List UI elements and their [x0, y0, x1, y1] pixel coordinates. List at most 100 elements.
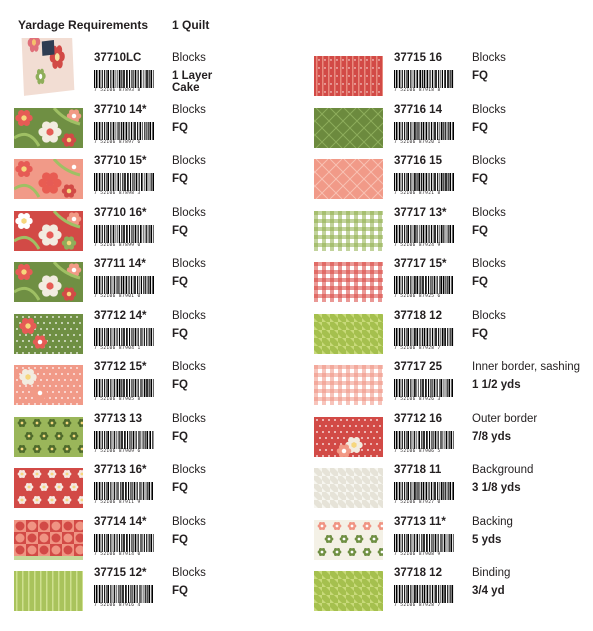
fabric-usage: Blocks	[172, 103, 206, 116]
barcode-number: 7 52106 87916 4	[94, 603, 141, 608]
fabric-swatch-image	[14, 262, 83, 302]
fabric-amount: FQ	[172, 327, 188, 340]
fabric-code: 37716 14	[394, 103, 442, 116]
barcode-number: 7 52106 87920 1	[394, 139, 441, 145]
barcode-number: 7 52106 87921 8	[394, 191, 441, 196]
fabric-row: 37716 14 7 52106 87920 1 Blocks FQ	[314, 104, 584, 150]
fabric-amount: 1 Layer Cake	[172, 70, 213, 94]
fabric-usage: Blocks	[172, 309, 206, 322]
fabric-row: 37713 16* 7 52106 87911 9 Blocks FQ	[14, 464, 284, 510]
fabric-amount: FQ	[472, 327, 488, 340]
quilt-quantity: 1 Quilt	[172, 18, 210, 32]
fabric-row: 37714 14* 7 52106 87914 0 Blocks FQ	[14, 516, 284, 562]
fabric-swatch-image	[314, 56, 383, 96]
fabric-amount: 3/4 yd	[472, 585, 505, 597]
fabric-code: 37710 14*	[94, 103, 147, 116]
fabric-code: 37718 12	[394, 309, 442, 322]
fabric-code: 37717 15*	[394, 258, 447, 270]
barcode-image	[94, 327, 154, 346]
barcode-number: 7 52106 87898 3	[94, 191, 141, 196]
fabric-code: 37714 14*	[94, 515, 147, 528]
fabric-row: 37718 12 7 52106 87928 7 Blocks FQ	[314, 310, 584, 356]
barcode-image	[394, 533, 454, 552]
fabric-amount: FQ	[172, 430, 188, 443]
fabric-amount: 5 yds	[472, 533, 502, 546]
fabric-usage: Blocks	[472, 103, 506, 116]
fabric-row: 37718 11 7 52106 87927 0 Background 3 1/8 y…	[314, 464, 584, 510]
fabric-code: 37711 14*	[94, 258, 146, 270]
barcode-number: 7 52106 87924 9	[394, 242, 441, 248]
barcode-number: 7 52106 87914 0	[94, 551, 141, 557]
barcode-number: 7 52106 87897 6	[94, 139, 141, 145]
fabric-usage: Blocks	[172, 258, 206, 270]
barcode-number: 7 52106 87906 5	[394, 448, 441, 454]
fabric-swatch-image	[314, 107, 383, 148]
fabric-code: 37712 15*	[94, 361, 147, 373]
barcode-image	[394, 173, 454, 191]
fabric-usage: Blocks	[472, 258, 506, 270]
fabric-row: 37710 15* 7 52106 87898 3 Blocks FQ	[14, 155, 284, 201]
fabric-code: 37712 14*	[94, 309, 147, 322]
fabric-swatch-image	[314, 210, 383, 251]
fabric-amount: FQ	[472, 70, 488, 82]
barcode-image	[394, 276, 454, 294]
fabric-usage: Blocks	[172, 515, 206, 528]
fabric-code: 37710LC	[94, 52, 142, 64]
page-title: Yardage Requirements	[18, 18, 149, 32]
fabric-amount: FQ	[472, 276, 488, 288]
fabric-usage: Background	[472, 464, 534, 476]
barcode-image	[394, 327, 454, 346]
fabric-swatch-image	[14, 210, 83, 251]
fabric-amount: FQ	[172, 533, 188, 546]
fabric-usage: Outer border	[472, 412, 538, 425]
fabric-code: 37716 15	[394, 155, 442, 167]
fabric-amount: FQ	[472, 173, 488, 185]
barcode-image	[94, 533, 154, 552]
fabric-swatch-image	[14, 571, 83, 611]
fabric-amount: FQ	[472, 121, 488, 134]
barcode-number: 7 52106 87911 9	[94, 500, 141, 505]
fabric-amount: FQ	[472, 224, 488, 237]
barcode-number: 7 52106 87899 0	[94, 242, 141, 248]
fabric-code: 37717 13*	[394, 206, 447, 219]
barcode-number: 7 52106 87927 0	[394, 500, 441, 505]
barcode-number: 7 52106 87908 9	[394, 551, 441, 557]
fabric-amount: FQ	[172, 224, 188, 237]
fabric-usage: Blocks	[172, 361, 206, 373]
barcode-image	[94, 121, 154, 140]
fabric-usage: Inner border, sashing	[472, 361, 581, 373]
fabric-code: 37718 11	[394, 464, 442, 476]
fabric-swatch-image	[14, 468, 83, 508]
fabric-code: 37715 16	[394, 52, 442, 64]
barcode-image	[394, 585, 454, 603]
barcode-image	[394, 430, 454, 449]
fabric-row: 37710 14* 7 52106 87897 6 Blocks FQ	[14, 104, 284, 150]
fabric-swatch-image	[14, 313, 83, 354]
fabric-row: 37712 16 7 52106 87906 5 Outer border 7/8 y…	[314, 413, 584, 459]
fabric-swatch-image	[314, 519, 383, 560]
fabric-row: 37710 16* 7 52106 87899 0 Blocks FQ	[14, 207, 284, 253]
barcode-image	[94, 173, 154, 191]
barcode-image	[94, 70, 154, 88]
fabric-swatch-image	[14, 365, 83, 405]
fabric-swatch-image	[314, 571, 383, 611]
barcode-number: 7 52106 87901 0	[94, 294, 141, 299]
fabric-amount: 3 1/8 yds	[472, 482, 521, 494]
barcode-number: 7 52106 87904 1	[94, 345, 141, 351]
fabric-row: 37710LC 7 52106 87893 8 Blocks 1 Layer Cake	[14, 38, 284, 98]
barcode-number: 7 52106 87905 8	[94, 397, 141, 402]
fabric-usage: Blocks	[472, 206, 506, 219]
barcode-image	[94, 276, 154, 294]
fabric-usage: Blocks	[472, 155, 506, 167]
fabric-swatch-image	[314, 365, 383, 405]
barcode-image	[94, 430, 154, 449]
fabric-swatch-image	[314, 262, 383, 302]
barcode-image	[394, 121, 454, 140]
fabric-row: 37713 11* 7 52106 87908 9 Backing 5 yds	[314, 516, 584, 562]
fabric-code: 37712 16	[394, 412, 442, 425]
fabric-amount: 7/8 yds	[472, 430, 511, 443]
fabric-swatch-image	[14, 107, 83, 148]
fabric-usage: Blocks	[172, 412, 206, 425]
fabric-amount: FQ	[172, 276, 188, 288]
fabric-usage: Blocks	[172, 464, 206, 476]
